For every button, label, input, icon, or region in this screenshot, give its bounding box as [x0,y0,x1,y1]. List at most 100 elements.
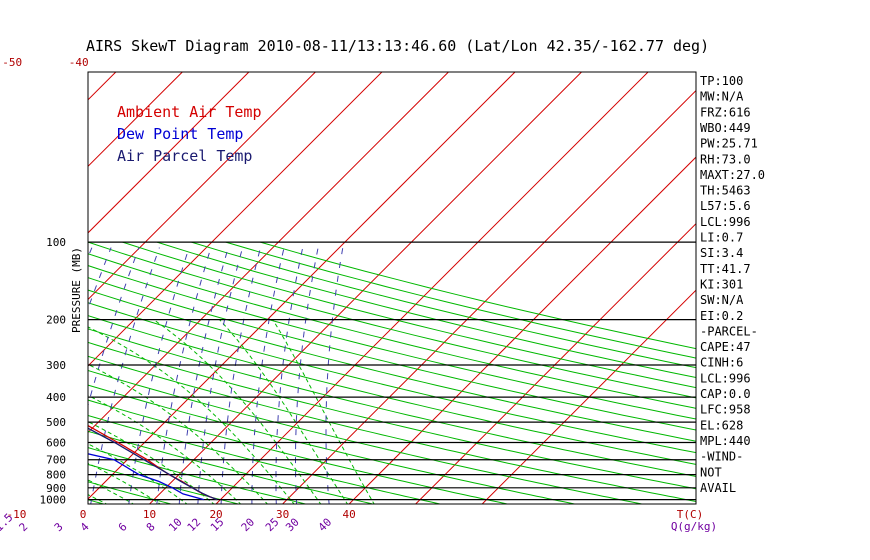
dry-adiabat-line [88,277,696,431]
dry-adiabat-line [88,328,696,477]
mixing-ratio-line [178,247,229,504]
legend-dew-point-temp: Dew Point Temp [117,125,243,143]
isotherm-line [282,89,696,504]
mixing-ratio-tick-label: 20 [239,516,258,535]
index-label: TT:41.7 [700,262,751,276]
mixing-ratio-line [295,247,319,504]
index-label: AVAIL [700,481,736,495]
mixing-ratio-tick-label: 4 [78,520,92,534]
dry-adiabat-line [88,481,173,504]
mixing-ratio-unit-label: Q(g/kg) [671,520,717,533]
index-label: WBO:449 [700,121,751,135]
plot-frame [87,71,697,505]
dry-adiabat-line [88,355,696,502]
top-temp-tick-label: -40 [69,56,89,69]
index-label: SI:3.4 [700,246,743,260]
index-label: CAP:0.0 [700,387,751,401]
isotherm-line [88,72,383,367]
dry-adiabat-line [260,241,696,350]
mixing-ratio-tick-label: 6 [116,520,130,534]
index-label: LCL:996 [700,371,751,385]
moist-adiabat-line [88,479,135,504]
legend-air-parcel-temp: Air Parcel Temp [117,147,252,165]
dry-adiabat-line [88,341,696,490]
pressure-tick-label: 500 [46,416,66,429]
pressure-tick-label: 400 [46,391,66,404]
index-label: NOT [700,465,722,479]
index-label: TP:100 [700,74,743,88]
dry-adiabat-line [156,241,696,379]
y-axis-title: PRESSURE (MB) [70,247,83,333]
pressure-tick-label: 1000 [40,494,67,507]
dry-adiabat-line [88,289,696,442]
dry-adiabat-line [88,241,696,399]
moist-adiabat-line [88,394,242,504]
dew-point-line [88,453,204,501]
isotherm-line [88,72,183,168]
index-label: FRZ:616 [700,105,751,119]
mixing-ratio-tick-label: 8 [144,520,158,534]
mixing-ratio-tick-label: 3 [52,520,66,534]
index-label: MAXT:27.0 [700,168,765,182]
mixing-ratio-tick-label: 2 [17,520,31,534]
bottom-temp-tick-label: 40 [343,508,356,521]
isotherm-line [348,156,696,504]
index-label: TH:5463 [700,184,751,198]
bottom-temp-tick-label: -10 [7,508,27,521]
legend: Ambient Air Temp Dew Point Temp Air Parcel… [117,103,262,165]
temperature-unit-label: T(C) [677,508,704,521]
mixing-ratio-line [251,247,285,504]
mixing-ratio-tick-label: 10 [166,516,185,535]
pressure-tick-label: 900 [46,482,66,495]
isotherm-line [481,289,696,504]
mixing-ratio-line [197,247,244,504]
mixing-ratio-line [156,247,212,504]
mixing-ratio-line [325,247,344,504]
dry-adiabat-line [88,384,577,504]
moist-adiabat-line [272,319,375,504]
dry-adiabat-line [88,315,696,465]
isotherm-line [88,72,316,301]
background-lines [0,72,696,504]
isotherm-line [149,72,582,504]
pressure-tick-label: 800 [46,469,66,482]
chart-title: AIRS SkewT Diagram 2010-08-11/13:13:46.6… [86,37,709,55]
index-label: LI:0.7 [700,231,743,245]
bottom-temp-tick-label: 30 [276,508,289,521]
pressure-tick-label: 200 [46,314,66,327]
isotherm-line [0,72,49,504]
moist-adiabat-line [88,363,269,504]
dry-adiabat-line [88,369,645,504]
dry-adiabat-line [88,399,510,504]
moist-adiabat-line [88,421,215,504]
moist-adiabat-line [88,443,188,504]
index-label: EL:628 [700,418,743,432]
moist-adiabat-line [88,462,162,504]
isobar-lines [88,241,696,501]
dry-adiabat-line [88,302,696,454]
bottom-temp-tick-label: 20 [209,508,222,521]
bottom-temp-tick-label: 0 [80,508,87,521]
moist-adiabat-line [88,326,295,504]
index-label: EI:0.2 [700,309,743,323]
dry-adiabat-line [88,265,696,420]
pressure-tick-label: 100 [46,236,66,249]
mixing-ratio-line [128,247,190,504]
isotherm-line [88,72,250,234]
mixing-ratio-line [220,247,261,504]
index-label: KI:301 [700,277,743,291]
index-label: RH:73.0 [700,152,751,166]
dry-adiabat-line [88,253,696,409]
index-label: CINH:6 [700,356,743,370]
top-temp-tick-label: -50 [2,56,22,69]
moist-adiabat-line [219,319,348,504]
parcel-temp-line [88,427,218,501]
index-label: CAPE:47 [700,340,751,354]
dry-adiabat-line [88,447,308,504]
profile-series [88,424,218,501]
pressure-tick-label: 300 [46,359,66,372]
index-label: MPL:440 [700,434,751,448]
mixing-ratio-tick-label: 12 [185,516,204,535]
